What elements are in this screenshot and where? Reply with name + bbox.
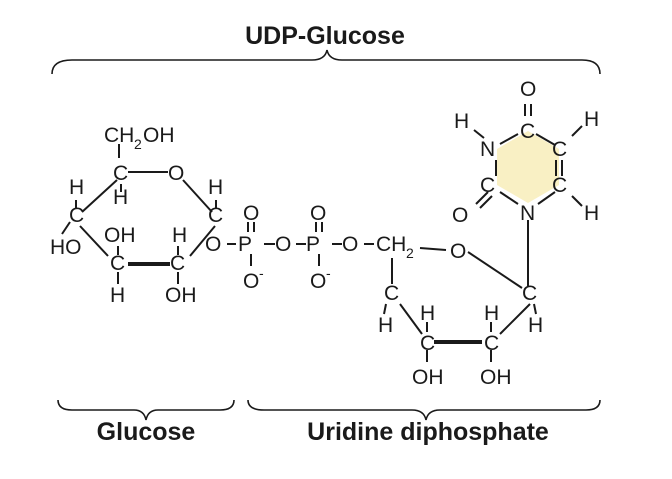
uridine-diphosphate-brace xyxy=(247,399,601,421)
bridge-o-3: O xyxy=(342,233,358,256)
rib-c4: C xyxy=(384,282,399,305)
glc-ring-o: O xyxy=(168,162,184,185)
ch2oh-ch-text: CH xyxy=(104,124,134,147)
uridine-diphosphate-label: Uridine diphosphate xyxy=(307,418,549,446)
ch2oh-oh-text: OH xyxy=(143,124,175,147)
top-brace xyxy=(51,49,601,75)
uracil-c6: C xyxy=(552,174,567,197)
glc-c2: C xyxy=(170,252,185,275)
p1-charge: - xyxy=(259,265,264,281)
rib-h-c4: H xyxy=(378,314,393,337)
bridge-o-1: O xyxy=(205,233,221,256)
p1-o-minus: O xyxy=(243,270,259,293)
uracil-n3: N xyxy=(480,138,495,161)
p1-double-o: O xyxy=(243,202,259,225)
uracil-c2-o: O xyxy=(452,204,468,227)
ribose-ring-o: O xyxy=(450,240,466,263)
p2-double-o: O xyxy=(310,202,326,225)
bridge-o-2: O xyxy=(275,233,291,256)
phosphorus-2: P xyxy=(306,233,320,256)
glc-ho-c4: HO xyxy=(50,236,82,259)
rib-h-c1: H xyxy=(528,314,543,337)
ch2oh-group: CH 2 OH xyxy=(104,124,175,152)
title-udp-glucose: UDP-Glucose xyxy=(245,22,405,50)
rib-h-c3: H xyxy=(420,302,435,325)
uracil-ring xyxy=(473,104,583,286)
rib-oh-c2: OH xyxy=(480,366,512,389)
rib-c2: C xyxy=(484,332,499,355)
rib-c1: C xyxy=(522,282,537,305)
glc-h-c5: H xyxy=(113,186,128,209)
ch2oh-subscript: 2 xyxy=(134,136,142,152)
uracil-h-c6: H xyxy=(584,202,599,225)
rib-oh-c3: OH xyxy=(412,366,444,389)
uracil-c4: C xyxy=(520,120,535,143)
rib-h-c2: H xyxy=(484,302,499,325)
uracil-n1: N xyxy=(520,202,535,225)
glucose-brace xyxy=(57,399,235,421)
p2-charge: - xyxy=(326,265,331,281)
glc-c1: C xyxy=(208,204,223,227)
glc-c5: C xyxy=(113,162,128,185)
glc-h-c1: H xyxy=(208,176,223,199)
uracil-c5: C xyxy=(552,138,567,161)
glc-h-c2-top: H xyxy=(172,224,187,247)
glc-oh-c2: OH xyxy=(165,284,197,307)
glucose-label: Glucose xyxy=(97,418,196,446)
phosphorus-1: P xyxy=(238,233,252,256)
uracil-c2: C xyxy=(480,174,495,197)
ribose-ring xyxy=(383,247,537,362)
glc-oh-c3: OH xyxy=(104,224,136,247)
p2-o-minus: O xyxy=(310,270,326,293)
diphosphate-chain xyxy=(227,222,374,266)
uracil-ring-highlight xyxy=(497,131,559,203)
ch2-ch-text: CH xyxy=(376,233,406,256)
glucose-ring xyxy=(61,144,217,284)
glc-c4: C xyxy=(69,204,84,227)
uracil-h-c5: H xyxy=(584,108,599,131)
glc-c3: C xyxy=(110,252,125,275)
uracil-h-n3: H xyxy=(454,110,469,133)
ch2-subscript: 2 xyxy=(406,245,414,261)
rib-c3: C xyxy=(420,332,435,355)
glc-h-c3: H xyxy=(110,284,125,307)
uracil-c4-o: O xyxy=(520,78,536,101)
glc-h-c4-top: H xyxy=(69,176,84,199)
